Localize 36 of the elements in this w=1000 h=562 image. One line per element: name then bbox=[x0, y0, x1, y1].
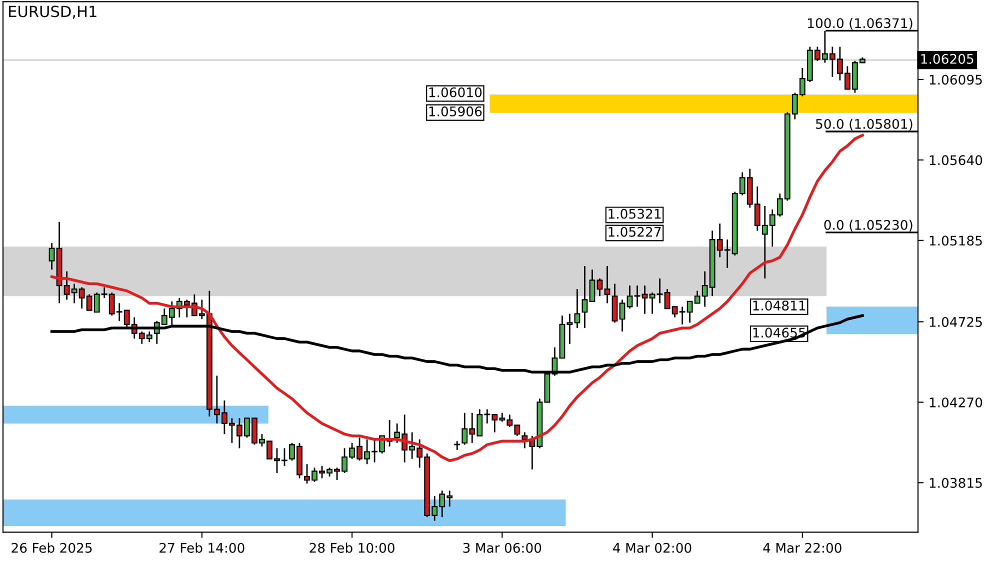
x-tick-label: 27 Feb 14:00 bbox=[160, 542, 244, 553]
ref-line-label: 100.0 (1.06371) bbox=[808, 18, 912, 30]
x-tick-label: 26 Feb 2025 bbox=[12, 542, 92, 553]
y-tick-label: 1.04270 bbox=[930, 397, 982, 408]
candlestick bbox=[566, 313, 573, 345]
y-tick-label: 1.05640 bbox=[930, 155, 982, 166]
candlestick bbox=[642, 284, 648, 315]
y-tick-label: 1.04725 bbox=[930, 316, 982, 327]
candlestick bbox=[619, 298, 626, 332]
ref-line-label: 1.06205 bbox=[921, 54, 974, 64]
x-tick-label: 4 Mar 22:00 bbox=[763, 542, 842, 553]
annotation: 1.05906 bbox=[429, 106, 482, 116]
y-tick-label: 1.05185 bbox=[930, 236, 982, 246]
candlestick bbox=[574, 288, 580, 329]
ref-line-label: 0.0 (1.05230) bbox=[824, 220, 912, 232]
annotation: 1.05321 bbox=[608, 208, 661, 219]
chart-title: EURUSD,H1 bbox=[9, 6, 96, 19]
y-tick-label: 1.03815 bbox=[930, 478, 982, 488]
candlestick bbox=[626, 284, 633, 310]
y-tick-label: 1.06095 bbox=[930, 74, 982, 85]
candlestick bbox=[596, 278, 603, 297]
annotation: 1.05227 bbox=[608, 226, 661, 237]
candlestick bbox=[634, 284, 640, 308]
annotation: 1.06010 bbox=[429, 87, 482, 98]
annotation: 1.04811 bbox=[753, 300, 806, 311]
candlestick bbox=[589, 268, 596, 302]
candlestick bbox=[604, 265, 610, 304]
annotation: 1.04655 bbox=[753, 328, 806, 338]
candlestick bbox=[656, 278, 663, 304]
x-tick-label: 28 Feb 10:00 bbox=[310, 542, 394, 553]
candlestick bbox=[582, 265, 588, 329]
ref-line-label: 50.0 (1.05801) bbox=[816, 118, 912, 130]
x-tick-label: 3 Mar 06:00 bbox=[463, 542, 542, 553]
x-tick-label: 4 Mar 02:00 bbox=[613, 542, 692, 553]
candlestick bbox=[48, 242, 55, 270]
candlestick bbox=[649, 292, 656, 315]
